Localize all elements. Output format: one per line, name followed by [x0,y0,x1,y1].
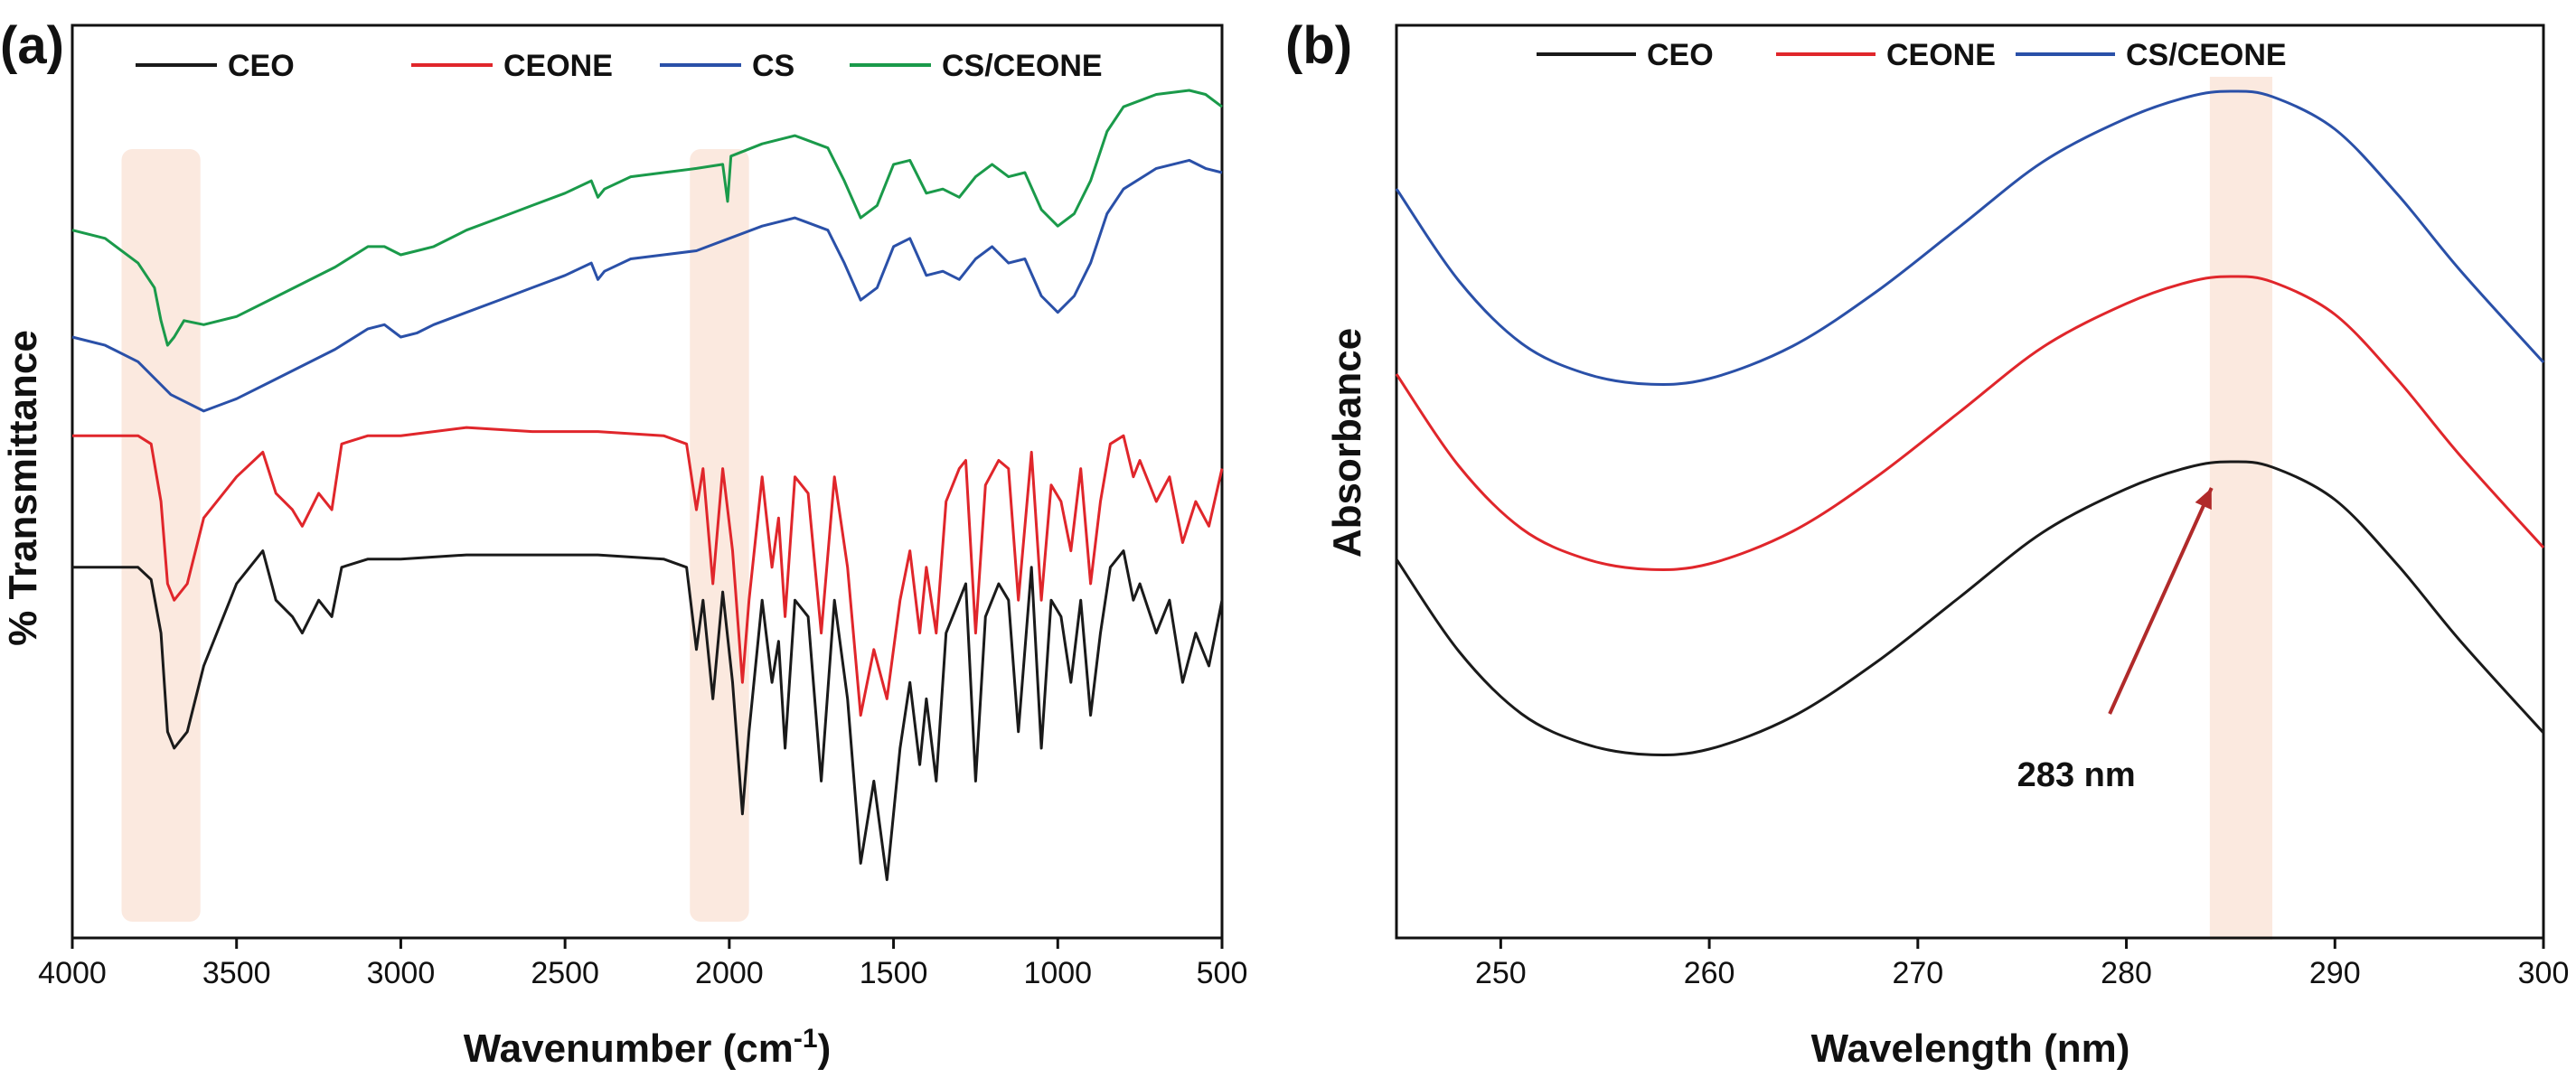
panel-a-x-ticks: 4000 3500 3000 2500 2000 1500 1000 500 [38,938,1247,990]
panel-a-xlabel-main: Wavenumber (cm [464,1026,794,1071]
panel-b-x-ticks: 250 260 270 280 290 300 [1475,938,2569,990]
x-tick-label: 300 [2518,956,2570,990]
x-tick-label: 260 [1684,956,1735,990]
panel-a-series-group [71,89,1224,882]
panel-b-highlight-band [2209,77,2273,940]
x-tick-label: 270 [1892,956,1943,990]
panel-b-ylabel: Absorbance [1325,328,1369,558]
x-tick-label: 3000 [367,956,436,990]
annotation-arrow-shaft [2108,487,2214,715]
annotation-arrow-head [2195,488,2212,511]
legend-label-cs-ceone: CS/CEONE [942,49,1103,83]
panel-b-label: (b) [1285,16,1352,75]
legend-label-ceone: CEONE [503,49,613,83]
legend-label-ceone: CEONE [1886,38,1996,72]
x-tick-label: 2500 [531,956,599,990]
panel-a-highlight-bands [121,149,749,922]
x-tick-label: 1500 [860,956,928,990]
panel-b-uv: 250 260 270 280 290 300 CEO CEONE CS/CEONE (b) … [1285,16,2569,1071]
legend-label-ceo: CEO [1647,38,1714,72]
panel-a-label: (a) [0,16,64,75]
series-line-cs [71,158,1223,413]
x-tick-label: 2000 [695,956,764,990]
panel-a-ftir: 4000 3500 3000 2500 2000 1500 1000 500 CEO CEONE… [0,16,1247,1071]
x-tick-label: 280 [2101,956,2152,990]
x-tick-label: 3500 [202,956,271,990]
series-line-ceone [1395,275,2545,571]
annotation-label: 283 nm [2017,756,2136,794]
x-tick-label: 4000 [38,956,107,990]
panel-b-plot-frame [1395,23,2545,940]
panel-a-legend: CEO CEONE CS CS/CEONE [136,49,1103,83]
series-line-ceo [72,549,1224,882]
x-tick-label: 1000 [1023,956,1092,990]
legend-label-cs: CS [752,49,794,83]
legend-label-cs-ceone: CS/CEONE [2126,38,2287,72]
series-line-ceo [1395,460,2545,756]
series-line-cs-ceone [71,89,1223,347]
panel-b-legend: CEO CEONE CS/CEONE [1537,38,2287,72]
highlight-band-2 [690,149,749,922]
panel-b-xlabel: Wavelength (nm) [1811,1026,2130,1071]
series-line-ceone [72,426,1224,717]
x-tick-label: 500 [1197,956,1248,990]
x-tick-label: 250 [1475,956,1527,990]
highlight-band [2209,77,2273,940]
panel-a-xlabel: Wavenumber (cm-1) [464,1024,831,1071]
panel-a-ylabel: % Transmittance [1,330,45,646]
series-line-cs-ceone [1395,89,2545,386]
panel-b-annotation: 283 nm [2017,487,2214,794]
highlight-band-1 [121,149,201,922]
panel-b-series-group [1395,89,2545,756]
legend-label-ceo: CEO [228,49,295,83]
x-tick-label: 290 [2309,956,2361,990]
panel-a-xlabel-sup: -1 [794,1024,818,1054]
panel-a-plot-frame [71,23,1224,940]
panel-a-xlabel-suffix: ) [818,1026,832,1071]
